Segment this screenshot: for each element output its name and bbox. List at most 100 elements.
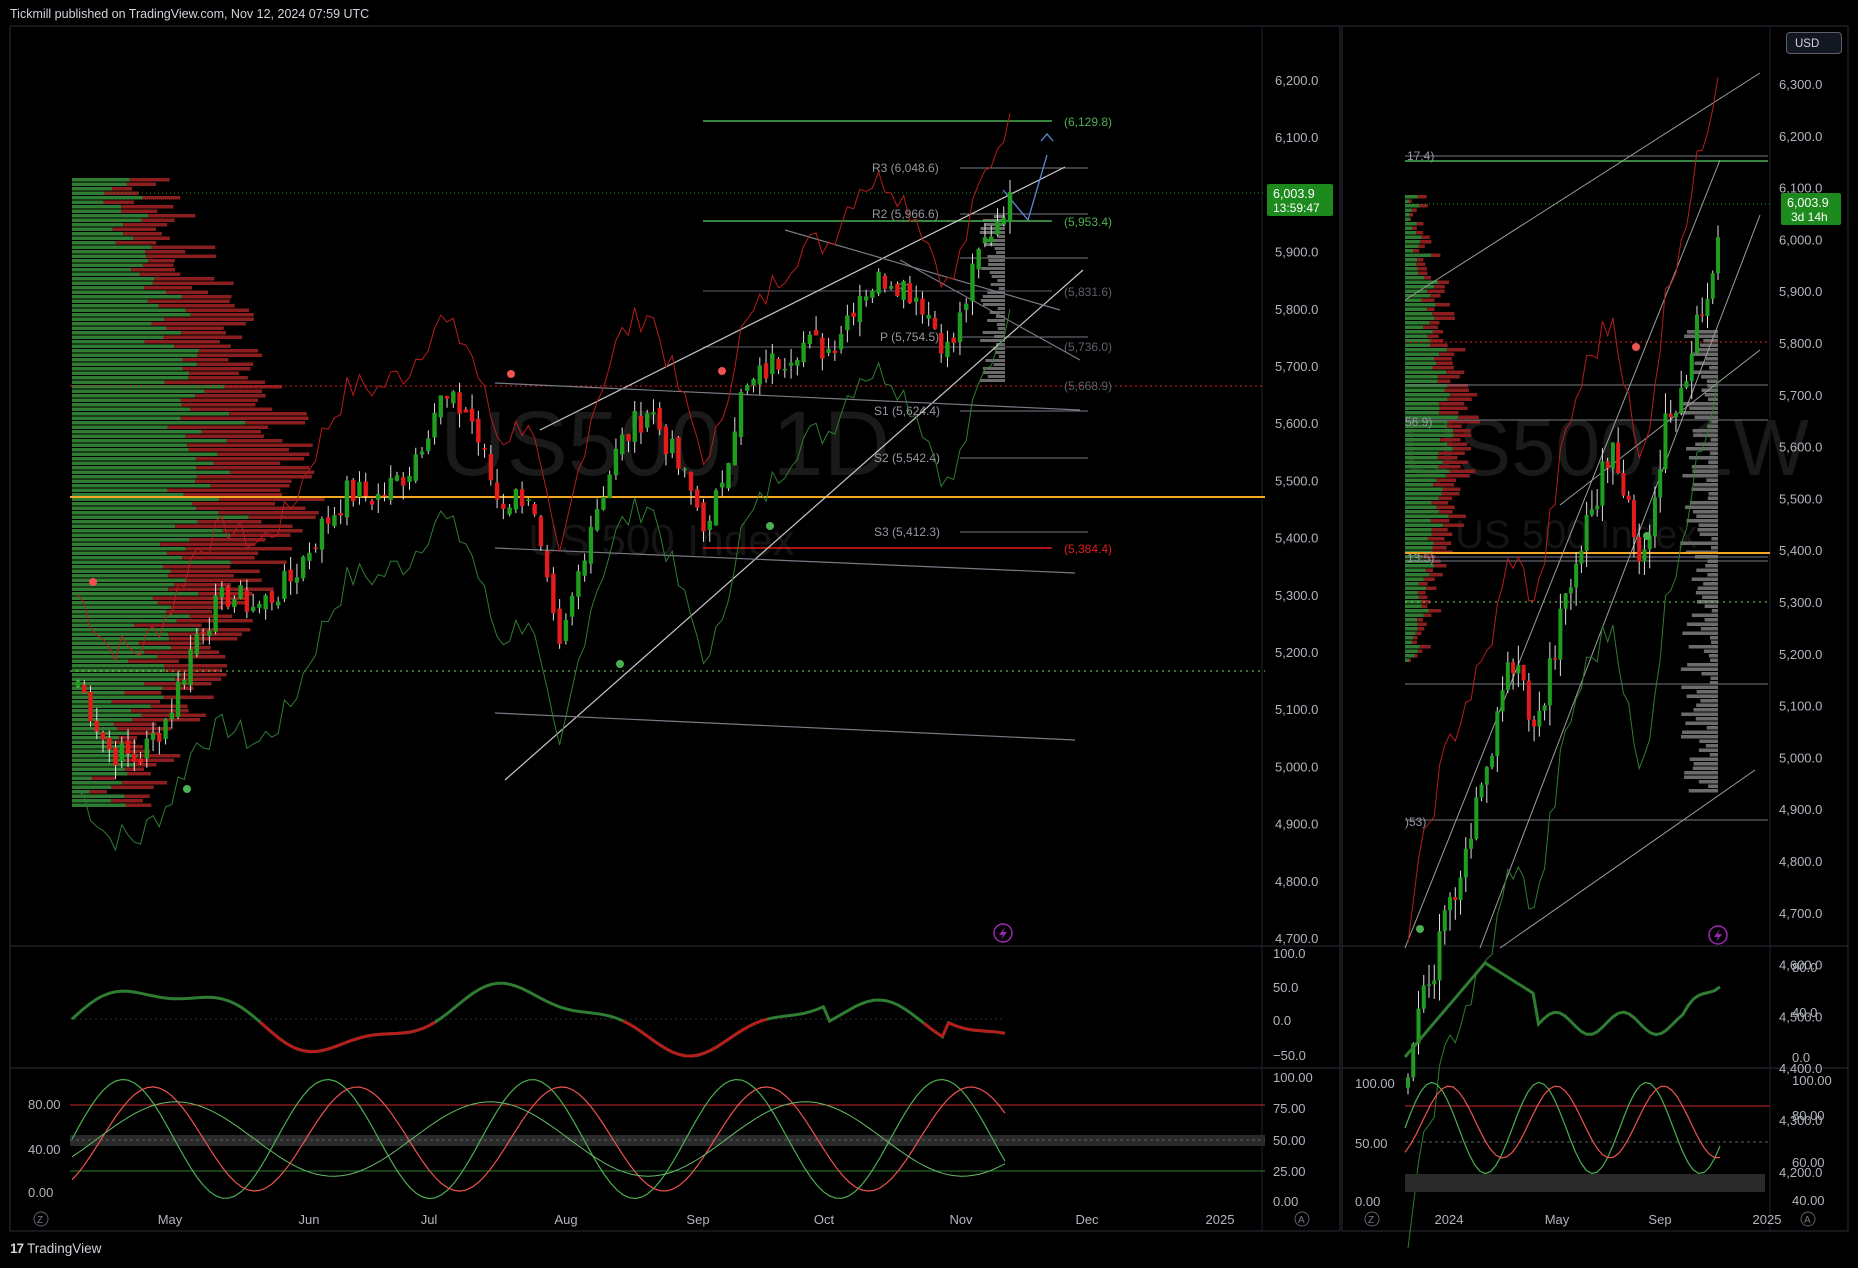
volume-bar-buy <box>1405 577 1424 581</box>
volume-bar-sell <box>163 335 243 339</box>
right-channel-lower <box>1479 214 1761 949</box>
volume-bar-sell <box>131 709 189 713</box>
volume-bar-sell <box>134 623 202 627</box>
right-fib-label: 13.5) <box>1407 551 1434 565</box>
candle-body <box>1490 756 1495 768</box>
right-signal-dot-sell <box>1632 343 1640 351</box>
volume-bar-buy <box>1405 379 1438 383</box>
osc1-negative-segment <box>290 1044 299 1051</box>
left-time-axis[interactable]: May Jun Jul Aug Sep Oct Nov Dec 2025 <box>158 1212 1235 1227</box>
volume-bar-sell <box>142 263 174 267</box>
session-volume-bar <box>994 351 1005 354</box>
volume-bar-sell <box>152 596 249 600</box>
time-tick-label: 2024 <box>1435 1212 1464 1227</box>
right-time-axis[interactable]: 2024 May Sep 2025 <box>1435 1212 1782 1227</box>
volume-bar-sell <box>160 542 256 546</box>
volume-bar-buy <box>72 794 125 798</box>
tradingview-logo[interactable]: 17 TradingView <box>10 1241 101 1256</box>
volume-bar-sell <box>192 502 276 506</box>
session-volume-bar <box>1696 600 1718 604</box>
osc1-negative-segment <box>679 1053 687 1058</box>
session-volume-bar <box>1710 438 1718 442</box>
osc2-axis: 100.00 75.00 50.00 25.00 0.00 <box>1273 1070 1313 1209</box>
candle-body <box>1007 192 1013 223</box>
volume-bar-buy <box>1405 496 1439 500</box>
timezone-button[interactable]: Z <box>33 1211 49 1227</box>
auto-scale-button[interactable]: A <box>1294 1211 1310 1227</box>
candle-body <box>263 595 268 610</box>
right-upper-envelope <box>1407 77 1719 943</box>
candle-body <box>801 342 806 363</box>
session-volume-bar <box>1699 739 1718 743</box>
volume-bar-buy <box>72 655 158 659</box>
volume-bar-sell <box>198 628 251 632</box>
session-volume-bar <box>1709 753 1718 757</box>
candle-body <box>1448 896 1453 911</box>
volume-bar-sell <box>188 376 248 380</box>
candle-body <box>645 413 650 428</box>
volume-bar-buy <box>1405 235 1422 239</box>
volume-bar-buy <box>72 565 163 569</box>
right-auto-scale-button[interactable]: A <box>1800 1211 1816 1227</box>
osc1-negative-segment <box>998 1030 1006 1035</box>
osc1-negative-segment <box>691 1053 699 1058</box>
volume-bar-buy <box>1405 226 1413 230</box>
candle-body <box>1647 536 1652 550</box>
label-s2: S2 (5,542.4) <box>874 451 940 465</box>
volume-bar-buy <box>1405 478 1437 482</box>
candle-body <box>194 633 200 655</box>
volume-bar-buy <box>72 277 155 281</box>
volume-bar-sell <box>1437 375 1460 379</box>
session-volume-bar <box>1698 748 1718 752</box>
session-volume-bar <box>982 367 1005 370</box>
session-volume-bar <box>1693 708 1718 712</box>
candle-body <box>244 590 250 612</box>
candle-body <box>720 482 725 488</box>
osc-tick-label: 25.00 <box>1273 1164 1306 1179</box>
session-volume-bar <box>1704 604 1718 608</box>
volume-bar-buy <box>72 421 245 425</box>
osc1-negative-segment <box>258 1020 268 1029</box>
volume-bar-sell <box>1409 213 1414 217</box>
volume-bar-buy <box>72 511 219 515</box>
session-volume-bar <box>997 279 1005 282</box>
volume-bar-buy <box>72 524 176 528</box>
volume-bar-sell <box>139 641 202 645</box>
currency-button[interactable]: USD <box>1786 32 1842 54</box>
volume-bar-buy <box>72 461 214 465</box>
osc2-left-axis: 80.00 40.00 0.00 <box>28 1097 61 1200</box>
volume-bar-buy <box>72 547 186 551</box>
right-price-badge: 6,003.9 3d 14h <box>1781 193 1841 225</box>
volume-bar-sell <box>1458 415 1479 419</box>
candle-body <box>813 329 819 336</box>
price-tick-label: 4,500.0 <box>1779 1009 1822 1024</box>
publisher-caption: Tickmill published on TradingView.com, N… <box>10 7 370 21</box>
volume-bar-sell <box>174 344 231 348</box>
candle-body <box>438 395 443 418</box>
volume-bar-buy <box>72 268 132 272</box>
volume-bar-buy <box>72 799 112 803</box>
volume-bar-buy <box>72 718 133 722</box>
lightning-icon[interactable] <box>993 923 1013 943</box>
session-volume-bar <box>1684 771 1718 775</box>
price-tick-label: 4,200.0 <box>1779 1165 1822 1180</box>
session-volume-bar <box>1694 361 1718 365</box>
right-lightning-icon[interactable] <box>1708 925 1728 945</box>
session-volume-bar <box>1692 766 1718 770</box>
candle-body <box>1710 273 1715 299</box>
right-price-axis[interactable]: 6,300.0 6,200.0 6,100.0 6,000.0 5,900.0 5,800… <box>1779 77 1822 1180</box>
price-tick-label: 6,300.0 <box>1779 77 1822 92</box>
volume-bar-buy <box>1405 591 1418 595</box>
candle-body <box>332 515 337 527</box>
volume-bar-buy <box>1405 213 1410 217</box>
volume-bar-buy <box>72 344 175 348</box>
volume-bar-sell <box>188 448 289 452</box>
volume-bar-buy <box>72 434 186 438</box>
session-volume-bar <box>1696 514 1718 518</box>
candle-body <box>1542 705 1547 711</box>
volume-bar-buy <box>72 749 125 753</box>
session-volume-bar <box>1692 352 1718 356</box>
session-volume-bar <box>982 371 1005 374</box>
right-timezone-button[interactable]: Z <box>1364 1211 1380 1227</box>
volume-bar-buy <box>1405 411 1440 415</box>
